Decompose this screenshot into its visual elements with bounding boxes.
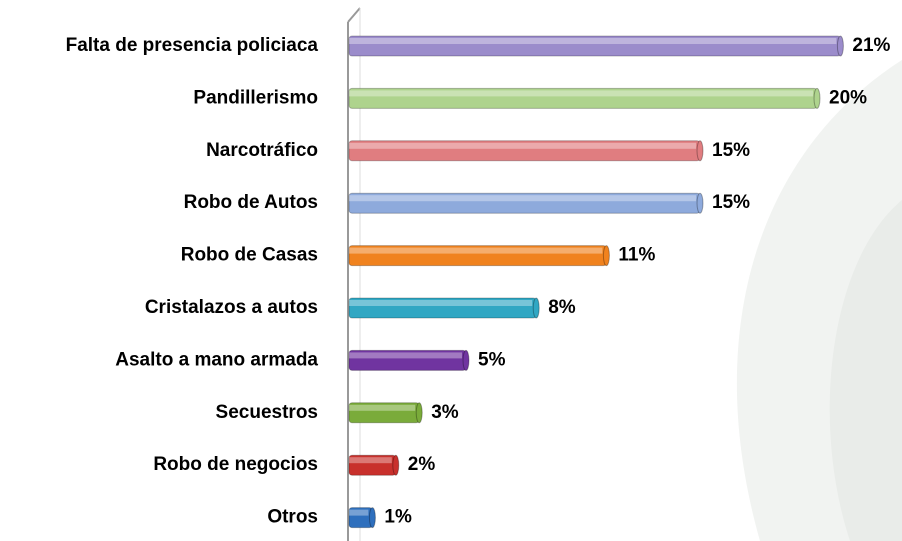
bar-highlight [349,247,603,254]
bar-end [532,297,540,319]
category-label: Narcotráfico [206,140,318,161]
bar-highlight [349,300,533,306]
value-label: 8% [548,297,576,318]
bar-end [813,87,821,109]
category-label: Falta de presencia policiaca [66,35,319,56]
bar-highlight [349,142,696,149]
bar-end [368,507,376,529]
bar-end [602,245,610,267]
bar-highlight [349,38,837,44]
bar-end [392,454,400,476]
value-label: 15% [712,192,750,213]
category-label: Robo de Autos [184,192,318,213]
category-label: Asalto a mano armada [115,349,318,370]
bar-end [696,192,704,214]
bar-highlight [349,195,696,202]
value-label: 3% [431,402,459,423]
category-label: Pandillerismo [193,87,318,108]
value-label: 2% [408,454,436,475]
value-label: 15% [712,140,750,161]
value-label: 20% [829,87,867,108]
value-label: 11% [618,245,655,266]
bar-end [462,349,470,371]
value-label: 1% [384,507,412,528]
category-label: Otros [267,507,318,528]
category-label: Robo de negocios [153,454,318,475]
category-label: Cristalazos a autos [145,297,318,318]
bar-highlight [349,509,369,516]
bar-highlight [349,352,462,359]
bar-end [836,35,844,57]
category-label: Robo de Casas [181,245,318,266]
bar-end [696,140,704,162]
background-decoration [736,60,902,541]
bar-highlight [349,404,416,411]
value-label: 5% [478,349,506,370]
bar-highlight [349,457,392,464]
category-label: Secuestros [216,402,318,423]
bar-end [415,402,423,424]
value-label: 21% [852,35,890,56]
bar-highlight [349,90,813,97]
